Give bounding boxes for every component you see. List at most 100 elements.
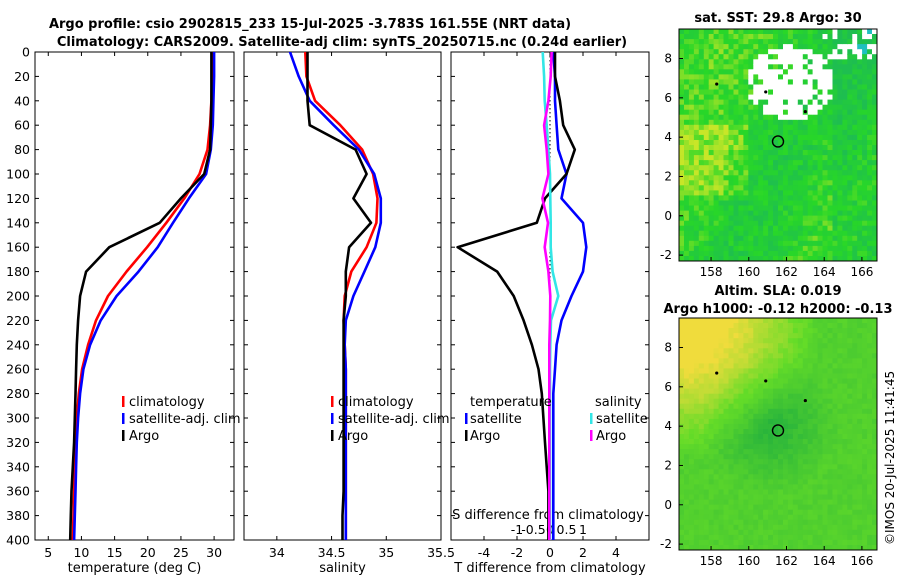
- map-cell: [733, 408, 739, 415]
- map-cell: [693, 368, 700, 374]
- map-cell: [852, 524, 858, 531]
- map-cell: [852, 89, 858, 96]
- map-cell: [802, 333, 809, 339]
- map-cell: [728, 418, 734, 425]
- map-cell: [857, 59, 863, 65]
- map-cell: [842, 423, 848, 430]
- map-cell: [748, 358, 754, 364]
- map-cell: [703, 333, 710, 339]
- map-cell: [832, 434, 838, 440]
- map-cell: [797, 323, 804, 329]
- map-cell: [787, 109, 794, 116]
- map-cell: [703, 74, 710, 80]
- map-cell: [693, 245, 700, 252]
- map-cell: [738, 459, 744, 465]
- map-cell: [783, 378, 789, 385]
- map-cell: [822, 368, 828, 374]
- map-cell: [852, 479, 858, 485]
- map-cell: [718, 348, 725, 354]
- map-cell: [817, 230, 824, 237]
- map-cell: [713, 494, 720, 501]
- map-cell: [797, 509, 804, 516]
- map-cell: [693, 348, 700, 354]
- map-cell: [693, 323, 700, 329]
- map-cell: [857, 256, 863, 261]
- map-cell: [832, 403, 838, 410]
- map-cell: [713, 54, 720, 60]
- map-cell: [758, 393, 764, 400]
- map-cell: [713, 235, 720, 242]
- map-cell: [758, 34, 764, 40]
- map-cell: [852, 170, 858, 176]
- map-cell: [778, 378, 784, 385]
- map-cell: [783, 180, 789, 186]
- map-cell: [827, 210, 833, 217]
- map-cell: [783, 393, 789, 400]
- map-cell: [743, 225, 749, 232]
- map-cell: [842, 49, 848, 55]
- map-cell: [817, 180, 824, 186]
- map-cell: [807, 358, 814, 364]
- map-cell: [728, 64, 734, 70]
- map-cell: [688, 170, 695, 176]
- map-cell: [832, 140, 838, 146]
- map-cell: [763, 343, 769, 349]
- map-cell: [713, 504, 720, 511]
- map-cell: [693, 64, 700, 70]
- map-cell: [763, 489, 769, 496]
- map-cell: [802, 170, 809, 176]
- map-cell: [743, 418, 749, 425]
- map-cell: [842, 134, 848, 141]
- map-cell: [812, 434, 819, 440]
- map-cell: [842, 449, 848, 455]
- map-cell: [708, 358, 715, 364]
- map-cell: [768, 240, 774, 247]
- legend-swatch-climatology: [122, 396, 125, 407]
- map-cell: [733, 474, 739, 480]
- map-cell: [787, 99, 794, 106]
- map-cell: [827, 363, 833, 369]
- map-cell: [822, 499, 828, 506]
- map-cell: [688, 245, 695, 252]
- map-cell: [847, 358, 853, 364]
- map-cell: [807, 423, 814, 430]
- map-cell: [872, 358, 877, 364]
- map-cell: [837, 373, 843, 380]
- map-cell: [783, 250, 789, 257]
- map-cell: [748, 378, 754, 385]
- map-cell: [862, 423, 868, 430]
- map-cell: [832, 256, 838, 261]
- map-cell: [792, 114, 799, 121]
- map-cell: [768, 205, 774, 212]
- map-cell: [847, 145, 853, 151]
- map-cell: [708, 104, 715, 111]
- map-cell: [693, 220, 700, 227]
- map-cell: [718, 84, 725, 91]
- map-cell: [743, 29, 749, 35]
- map-cell: [763, 434, 769, 440]
- map-cell: [743, 469, 749, 475]
- map-cell: [862, 29, 868, 35]
- map-cell: [679, 524, 685, 531]
- map-cell: [847, 519, 853, 526]
- map-cell: [787, 240, 794, 247]
- map-cell: [847, 104, 853, 111]
- map-cell: [718, 59, 725, 65]
- map-cell: [832, 99, 838, 106]
- map-cell: [708, 165, 715, 171]
- map-cell: [684, 69, 690, 75]
- map-cell: [787, 94, 794, 101]
- map-cell: [852, 64, 858, 70]
- map-cell: [857, 388, 863, 395]
- map-cell: [763, 250, 769, 257]
- map-cell: [708, 145, 715, 151]
- map-cell: [718, 408, 725, 415]
- map-cell: [807, 408, 814, 415]
- map-cell: [837, 353, 843, 359]
- map-cell: [733, 114, 739, 121]
- map-cell: [684, 114, 690, 121]
- map-cell: [684, 129, 690, 136]
- map-cell: [837, 89, 843, 96]
- y-tick-label: 320: [6, 435, 30, 450]
